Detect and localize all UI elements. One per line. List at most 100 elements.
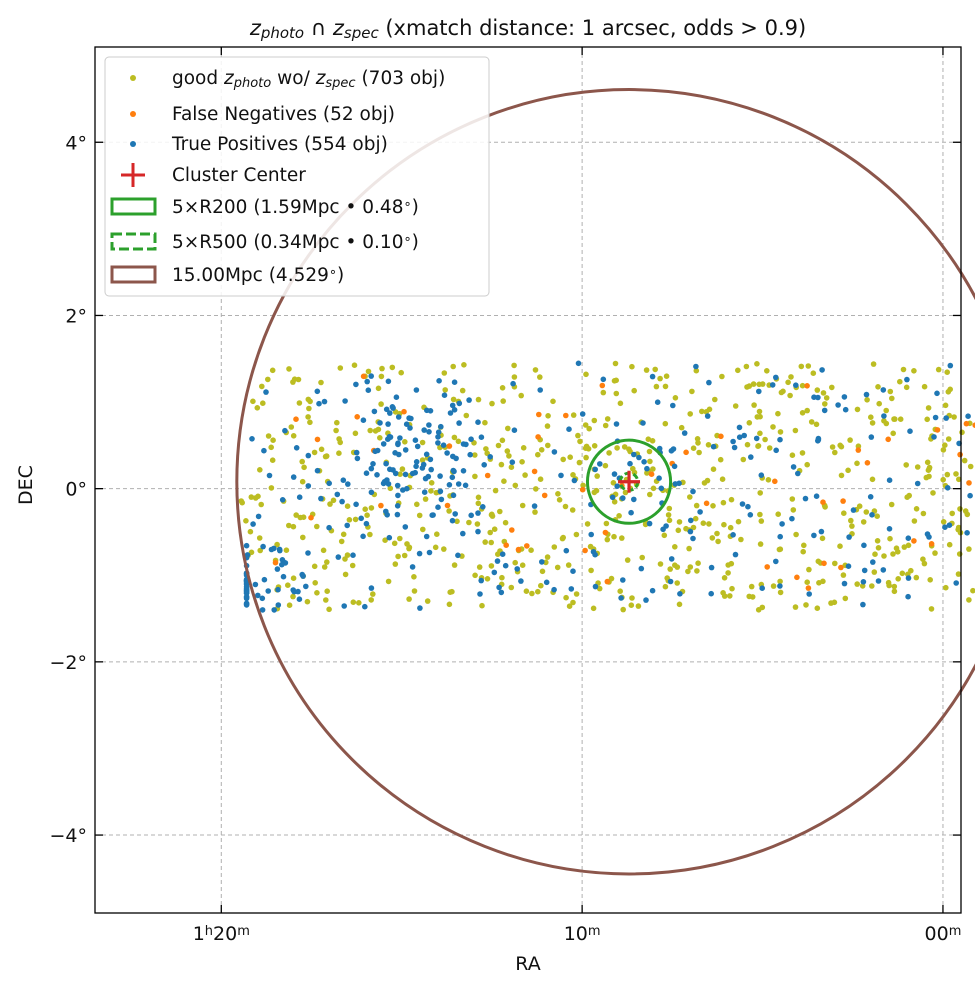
good-zphoto-point bbox=[301, 464, 307, 471]
good-zphoto-point bbox=[619, 535, 625, 541]
good-zphoto-point bbox=[450, 396, 457, 403]
good-zphoto-point bbox=[324, 588, 331, 594]
good-zphoto-point bbox=[351, 362, 358, 369]
good-zphoto-point bbox=[914, 464, 921, 470]
true-positive-point bbox=[435, 504, 441, 511]
true-positive-point bbox=[421, 427, 428, 433]
true-positive-point bbox=[423, 533, 430, 540]
good-zphoto-point bbox=[290, 593, 296, 600]
good-zphoto-point bbox=[495, 551, 501, 557]
true-positive-point bbox=[741, 432, 747, 439]
good-zphoto-point bbox=[678, 424, 685, 431]
true-positive-point bbox=[756, 388, 762, 395]
good-zphoto-point bbox=[451, 562, 458, 568]
false-negative-point bbox=[509, 527, 515, 533]
true-positive-point bbox=[437, 488, 444, 495]
legend-item-fn: False Negatives (52 obj) bbox=[130, 104, 395, 125]
good-zphoto-point bbox=[520, 445, 527, 451]
true-positive-point bbox=[860, 579, 867, 585]
true-positive-point bbox=[736, 424, 743, 431]
true-positive-point bbox=[658, 485, 665, 492]
good-zphoto-point bbox=[803, 602, 809, 608]
true-positive-point bbox=[618, 595, 624, 601]
good-zphoto-point bbox=[441, 370, 448, 376]
good-zphoto-point bbox=[582, 445, 589, 452]
false-negative-point bbox=[764, 564, 770, 570]
good-zphoto-point bbox=[248, 549, 255, 556]
good-zphoto-point bbox=[511, 374, 518, 380]
true-positive-point bbox=[243, 590, 250, 596]
true-positive-point bbox=[414, 443, 421, 450]
true-positive-point bbox=[326, 480, 333, 487]
true-positive-point bbox=[631, 496, 637, 503]
good-zphoto-point bbox=[712, 396, 718, 403]
good-zphoto-point bbox=[545, 413, 551, 419]
good-zphoto-point bbox=[728, 496, 735, 503]
cluster-center-layer bbox=[618, 470, 641, 493]
true-positive-point bbox=[845, 563, 852, 569]
good-zphoto-point bbox=[475, 494, 482, 501]
good-zphoto-point bbox=[940, 519, 947, 525]
good-zphoto-point bbox=[250, 398, 256, 405]
good-zphoto-point bbox=[692, 515, 699, 522]
legend-label: True Positives (554 obj) bbox=[171, 134, 388, 155]
true-positive-point bbox=[656, 475, 662, 482]
true-positive-point bbox=[293, 445, 300, 451]
good-zphoto-point bbox=[533, 486, 539, 492]
good-zphoto-point bbox=[420, 526, 426, 533]
good-zphoto-point bbox=[719, 373, 725, 380]
good-zphoto-point bbox=[300, 534, 306, 541]
true-positive-point bbox=[777, 436, 783, 443]
true-positive-point bbox=[880, 567, 887, 573]
good-zphoto-point bbox=[901, 544, 908, 550]
good-zphoto-point bbox=[890, 551, 896, 557]
good-zphoto-point bbox=[602, 422, 609, 429]
good-zphoto-point bbox=[699, 408, 705, 415]
true-positive-point bbox=[967, 492, 973, 499]
true-positive-point bbox=[491, 569, 498, 576]
good-zphoto-point bbox=[721, 521, 727, 528]
good-zphoto-point bbox=[808, 419, 815, 425]
false-negative-point bbox=[579, 486, 586, 493]
true-positive-point bbox=[841, 394, 848, 400]
grid-layer bbox=[95, 47, 961, 913]
true-positive-point bbox=[568, 586, 575, 592]
good-zphoto-point bbox=[535, 451, 541, 458]
good-zphoto-point bbox=[327, 501, 333, 507]
good-zphoto-point bbox=[582, 422, 589, 428]
good-zphoto-point bbox=[442, 387, 449, 393]
true-positive-point bbox=[412, 437, 419, 444]
false-negative-point bbox=[524, 543, 530, 549]
true-positive-point bbox=[670, 402, 676, 409]
good-zphoto-point bbox=[842, 595, 849, 602]
true-positive-point bbox=[627, 460, 633, 467]
good-zphoto-point bbox=[657, 375, 663, 382]
true-positive-point bbox=[259, 595, 266, 602]
true-positive-point bbox=[385, 378, 392, 385]
true-positive-point bbox=[271, 545, 277, 552]
good-zphoto-point bbox=[792, 604, 799, 610]
good-zphoto-point bbox=[828, 600, 834, 606]
true-positive-point bbox=[863, 391, 870, 398]
true-positive-point bbox=[964, 530, 970, 536]
good-zphoto-point bbox=[710, 503, 716, 509]
true-positive-point bbox=[403, 421, 410, 428]
good-zphoto-point bbox=[765, 477, 772, 483]
good-zphoto-point bbox=[955, 524, 962, 531]
good-zphoto-point bbox=[551, 544, 558, 550]
good-zphoto-point bbox=[257, 467, 263, 473]
true-positive-point bbox=[413, 459, 420, 465]
good-zphoto-point bbox=[744, 441, 751, 448]
good-zphoto-point bbox=[685, 568, 691, 575]
good-zphoto-point bbox=[804, 407, 810, 414]
good-zphoto-point bbox=[758, 518, 765, 524]
good-zphoto-point bbox=[770, 583, 777, 589]
good-zphoto-point bbox=[874, 513, 880, 519]
true-positive-point bbox=[467, 451, 474, 458]
true-positive-point bbox=[551, 586, 557, 593]
good-zphoto-point bbox=[474, 521, 481, 527]
good-zphoto-point bbox=[318, 379, 324, 386]
good-zphoto-point bbox=[299, 478, 306, 485]
good-zphoto-point bbox=[594, 473, 600, 479]
good-zphoto-point bbox=[432, 544, 439, 551]
